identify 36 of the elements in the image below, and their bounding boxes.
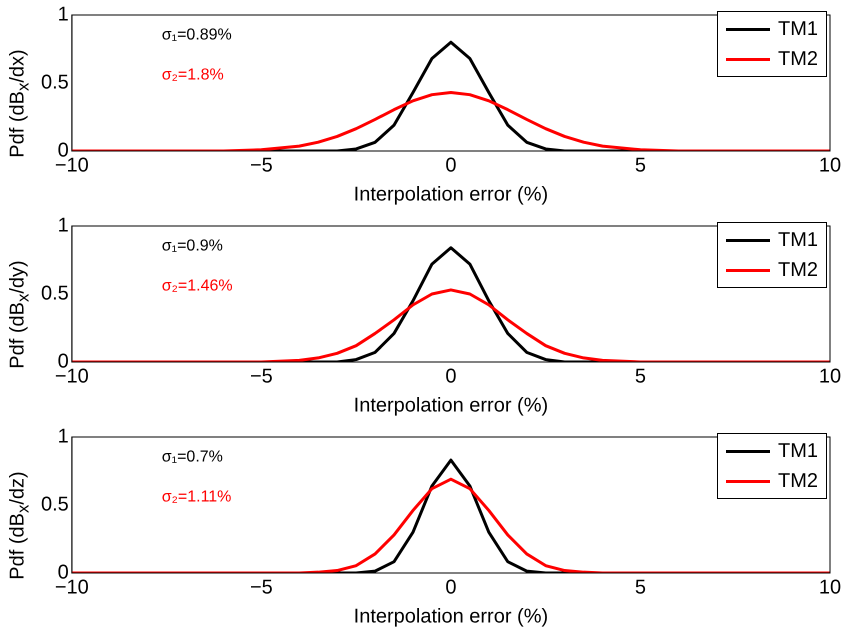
y-tick-label: 0.5 — [40, 72, 69, 94]
x-tick-label: 5 — [634, 154, 646, 177]
x-axis-title: Interpolation error (%) — [354, 184, 548, 206]
legend-label: TM2 — [778, 258, 818, 282]
x-tick-label: 10 — [818, 576, 842, 599]
legend-label: TM1 — [778, 440, 818, 462]
annotation: σ₂=1.8% — [162, 66, 224, 84]
x-tick-label: 0 — [445, 154, 456, 177]
legend-label: TM2 — [778, 470, 818, 492]
y-tick-label: 0.5 — [40, 282, 69, 305]
y-tick-label: 1 — [58, 426, 69, 448]
annotation: σ₁=0.89% — [162, 26, 232, 44]
x-tick-label: 0 — [445, 366, 456, 388]
y-tick-label: 1 — [58, 214, 69, 237]
x-tick-label: −5 — [250, 576, 273, 599]
x-tick-label: −5 — [250, 154, 273, 177]
legend-label: TM1 — [778, 228, 818, 252]
annotation: σ₁=0.7% — [162, 448, 223, 466]
x-tick-label: −5 — [250, 366, 273, 388]
x-axis-title: Interpolation error (%) — [354, 606, 548, 628]
annotation: σ₁=0.9% — [162, 237, 223, 254]
annotation: σ₂=1.46% — [162, 277, 233, 294]
legend-label: TM2 — [778, 48, 818, 70]
legend-label: TM1 — [778, 18, 818, 40]
x-axis-title: Interpolation error (%) — [354, 394, 548, 417]
y-tick-label: 0 — [58, 350, 69, 373]
x-tick-label: 0 — [445, 576, 456, 599]
y-tick-label: 0.5 — [40, 494, 69, 516]
y-tick-label: 0 — [58, 140, 69, 162]
x-tick-label: 5 — [634, 576, 646, 599]
x-tick-label: 10 — [818, 154, 842, 177]
x-tick-label: 5 — [634, 366, 646, 388]
x-tick-label: 10 — [818, 366, 842, 388]
y-tick-label: 0 — [58, 562, 69, 584]
annotation: σ₂=1.11% — [162, 488, 232, 506]
y-tick-label: 1 — [58, 4, 69, 26]
